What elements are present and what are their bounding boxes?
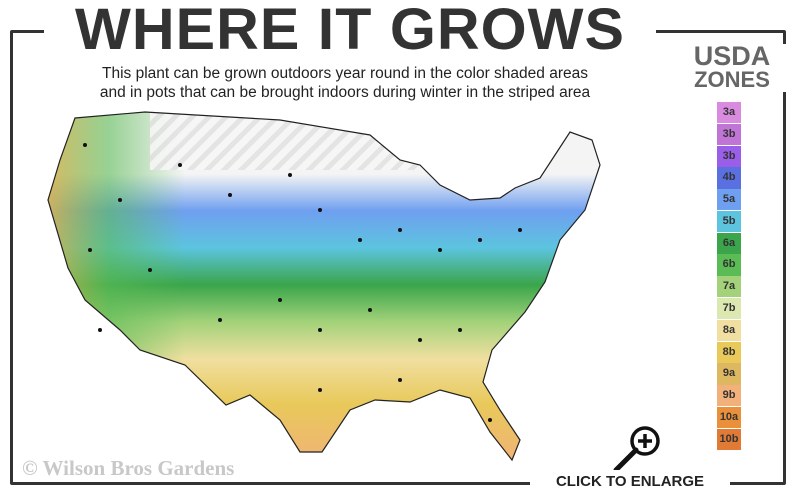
- legend-zone-3a: 3a: [717, 102, 741, 124]
- legend-zone-6b: 6b: [717, 254, 741, 276]
- legend-zone-3b: 3b: [717, 145, 741, 167]
- legend-zone-4b: 4b: [717, 167, 741, 189]
- magnifier-plus-icon[interactable]: [608, 424, 668, 472]
- legend-zone-5b: 5b: [717, 210, 741, 233]
- legend-zone-9b: 9b: [717, 385, 741, 407]
- legend-zone-8a: 8a: [717, 319, 741, 341]
- legend-zone-7b: 7b: [717, 298, 741, 320]
- legend-zone-5a: 5a: [717, 189, 741, 211]
- legend-zone-10b: 10b: [717, 428, 741, 450]
- legend-zone-6a: 6a: [717, 232, 741, 254]
- click-to-enlarge-button[interactable]: CLICK TO ENLARGE: [530, 470, 730, 500]
- legend-title-usda: USDA: [693, 41, 771, 71]
- watermark: © Wilson Bros Gardens: [22, 456, 235, 480]
- subtitle-line-1: This plant can be grown outdoors year ro…: [102, 65, 588, 82]
- legend-title: USDA ZONES: [672, 41, 792, 92]
- legend-zone-3b: 3b: [717, 123, 741, 145]
- subtitle: This plant can be grown outdoors year ro…: [40, 64, 650, 102]
- page-title: WHERE IT GROWS: [44, 0, 656, 63]
- legend-zone-9a: 9a: [717, 363, 741, 385]
- legend-title-zones: ZONES: [694, 67, 770, 92]
- zone-legend: 3a 3b 3b 4b 5a 5b 6a 6b 7a 7b 8a 8b 9a 9b 10a 10b: [717, 102, 741, 451]
- subtitle-line-2: and in pots that can be brought indoors …: [99, 84, 591, 101]
- legend-zone-7a: 7a: [717, 276, 741, 298]
- legend-zone-10a: 10a: [717, 406, 741, 429]
- legend-zone-8b: 8b: [717, 341, 741, 363]
